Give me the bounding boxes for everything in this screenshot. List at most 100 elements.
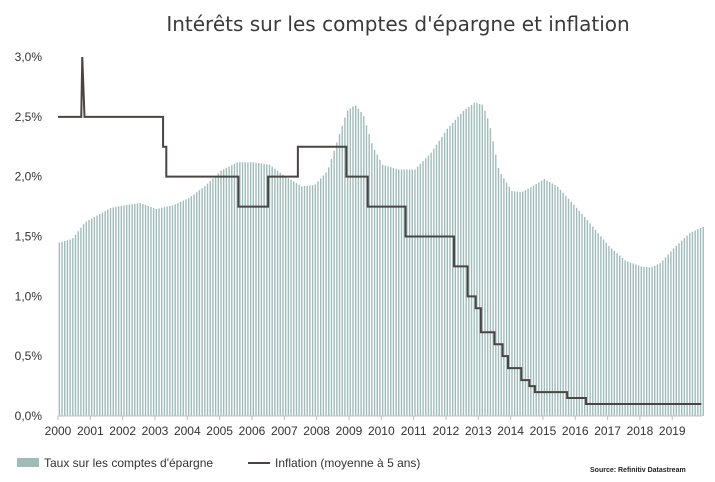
savings-bar <box>667 254 669 416</box>
x-tick-label: 2010 <box>368 424 395 438</box>
savings-bar <box>548 182 551 416</box>
y-tick-label: 1,0% <box>15 289 43 303</box>
savings-bar <box>605 242 607 416</box>
savings-bar <box>314 184 316 416</box>
savings-bar <box>651 267 653 416</box>
savings-bar <box>557 186 559 416</box>
savings-bar <box>460 113 462 416</box>
savings-bar <box>508 186 510 416</box>
savings-bar <box>680 240 683 416</box>
savings-bar <box>328 167 330 416</box>
savings-bar <box>497 168 500 416</box>
savings-bar <box>274 168 276 416</box>
savings-bar <box>155 208 158 416</box>
savings-bar <box>244 162 246 416</box>
savings-bar <box>355 105 357 416</box>
savings-bar <box>134 203 136 416</box>
savings-bar <box>465 108 467 417</box>
savings-bar <box>373 149 376 417</box>
savings-bar <box>446 128 448 417</box>
savings-bar <box>664 257 667 416</box>
legend-label-savings: Taux sur les comptes d'épargne <box>44 456 213 470</box>
y-tick-label: 0,5% <box>15 349 43 363</box>
inflation-line <box>58 56 702 406</box>
savings-bar <box>562 192 564 416</box>
savings-bar <box>554 185 556 416</box>
x-tick-label: 2014 <box>497 424 524 438</box>
savings-bar <box>344 117 346 416</box>
savings-bar <box>204 186 206 416</box>
y-tick-label: 3,0% <box>15 50 43 64</box>
savings-bar <box>260 163 263 416</box>
x-tick-label: 2018 <box>627 424 654 438</box>
savings-bar <box>454 119 457 416</box>
savings-bar <box>252 162 255 416</box>
savings-bar <box>206 183 209 416</box>
x-tick-label: 2016 <box>562 424 589 438</box>
savings-bar <box>468 106 470 417</box>
source-note: Source: Refinitiv Datastream <box>590 467 686 474</box>
savings-bar <box>433 148 435 417</box>
savings-bar <box>368 134 370 416</box>
x-tick-label: 2011 <box>401 424 427 438</box>
savings-bar <box>201 188 203 416</box>
savings-bar <box>627 261 629 416</box>
savings-bar <box>635 264 637 416</box>
savings-bar <box>527 188 529 416</box>
savings-bar <box>266 164 268 416</box>
x-tick-label: 2005 <box>206 424 233 438</box>
savings-bar <box>247 162 249 416</box>
savings-bar <box>592 226 594 416</box>
savings-bar <box>594 229 597 416</box>
savings-bar <box>683 238 686 416</box>
savings-bar <box>511 191 513 416</box>
savings-bar <box>419 163 422 416</box>
savings-bar <box>325 172 327 416</box>
savings-bar <box>152 207 155 416</box>
savings-bar <box>575 207 578 416</box>
savings-bar <box>551 183 554 416</box>
savings-bar <box>414 169 416 416</box>
x-tick-label: 2012 <box>433 424 460 438</box>
savings-bar <box>662 260 664 416</box>
savings-bar <box>449 125 451 416</box>
y-tick-label: 1,5% <box>15 230 43 244</box>
savings-bar <box>495 154 497 417</box>
x-tick-label: 2009 <box>336 424 363 438</box>
savings-bar <box>597 233 599 416</box>
savings-bar <box>602 239 605 416</box>
savings-bar <box>675 245 677 416</box>
savings-bar <box>570 201 572 416</box>
savings-bar <box>239 162 241 416</box>
savings-bar <box>398 169 400 416</box>
savings-bar <box>619 255 621 416</box>
chart-title: Intérêts sur les comptes d'épargne et in… <box>166 12 629 36</box>
x-tick-label: 2007 <box>271 424 298 438</box>
savings-bar <box>686 235 688 416</box>
savings-bar <box>101 212 104 416</box>
savings-bar <box>336 142 338 416</box>
savings-bar <box>147 205 149 416</box>
savings-bar <box>82 224 85 416</box>
savings-bar <box>387 166 389 416</box>
savings-bar <box>222 169 225 416</box>
savings-bar <box>209 181 211 416</box>
savings-bar <box>581 213 583 416</box>
savings-bar <box>64 240 66 416</box>
savings-bar <box>567 198 570 416</box>
savings-bar <box>489 128 492 416</box>
savings-bar <box>416 166 419 416</box>
savings-bar <box>185 199 187 416</box>
savings-bar <box>72 238 74 416</box>
savings-bar <box>99 214 101 416</box>
savings-bar <box>182 200 184 416</box>
savings-bar <box>196 192 198 416</box>
savings-bar <box>85 221 87 416</box>
savings-bar <box>425 158 427 416</box>
savings-rate-bars <box>58 102 704 417</box>
savings-bar <box>190 196 193 416</box>
savings-bar <box>538 182 540 416</box>
savings-bar <box>136 203 139 416</box>
savings-bar <box>422 161 424 416</box>
savings-bar <box>613 250 616 416</box>
